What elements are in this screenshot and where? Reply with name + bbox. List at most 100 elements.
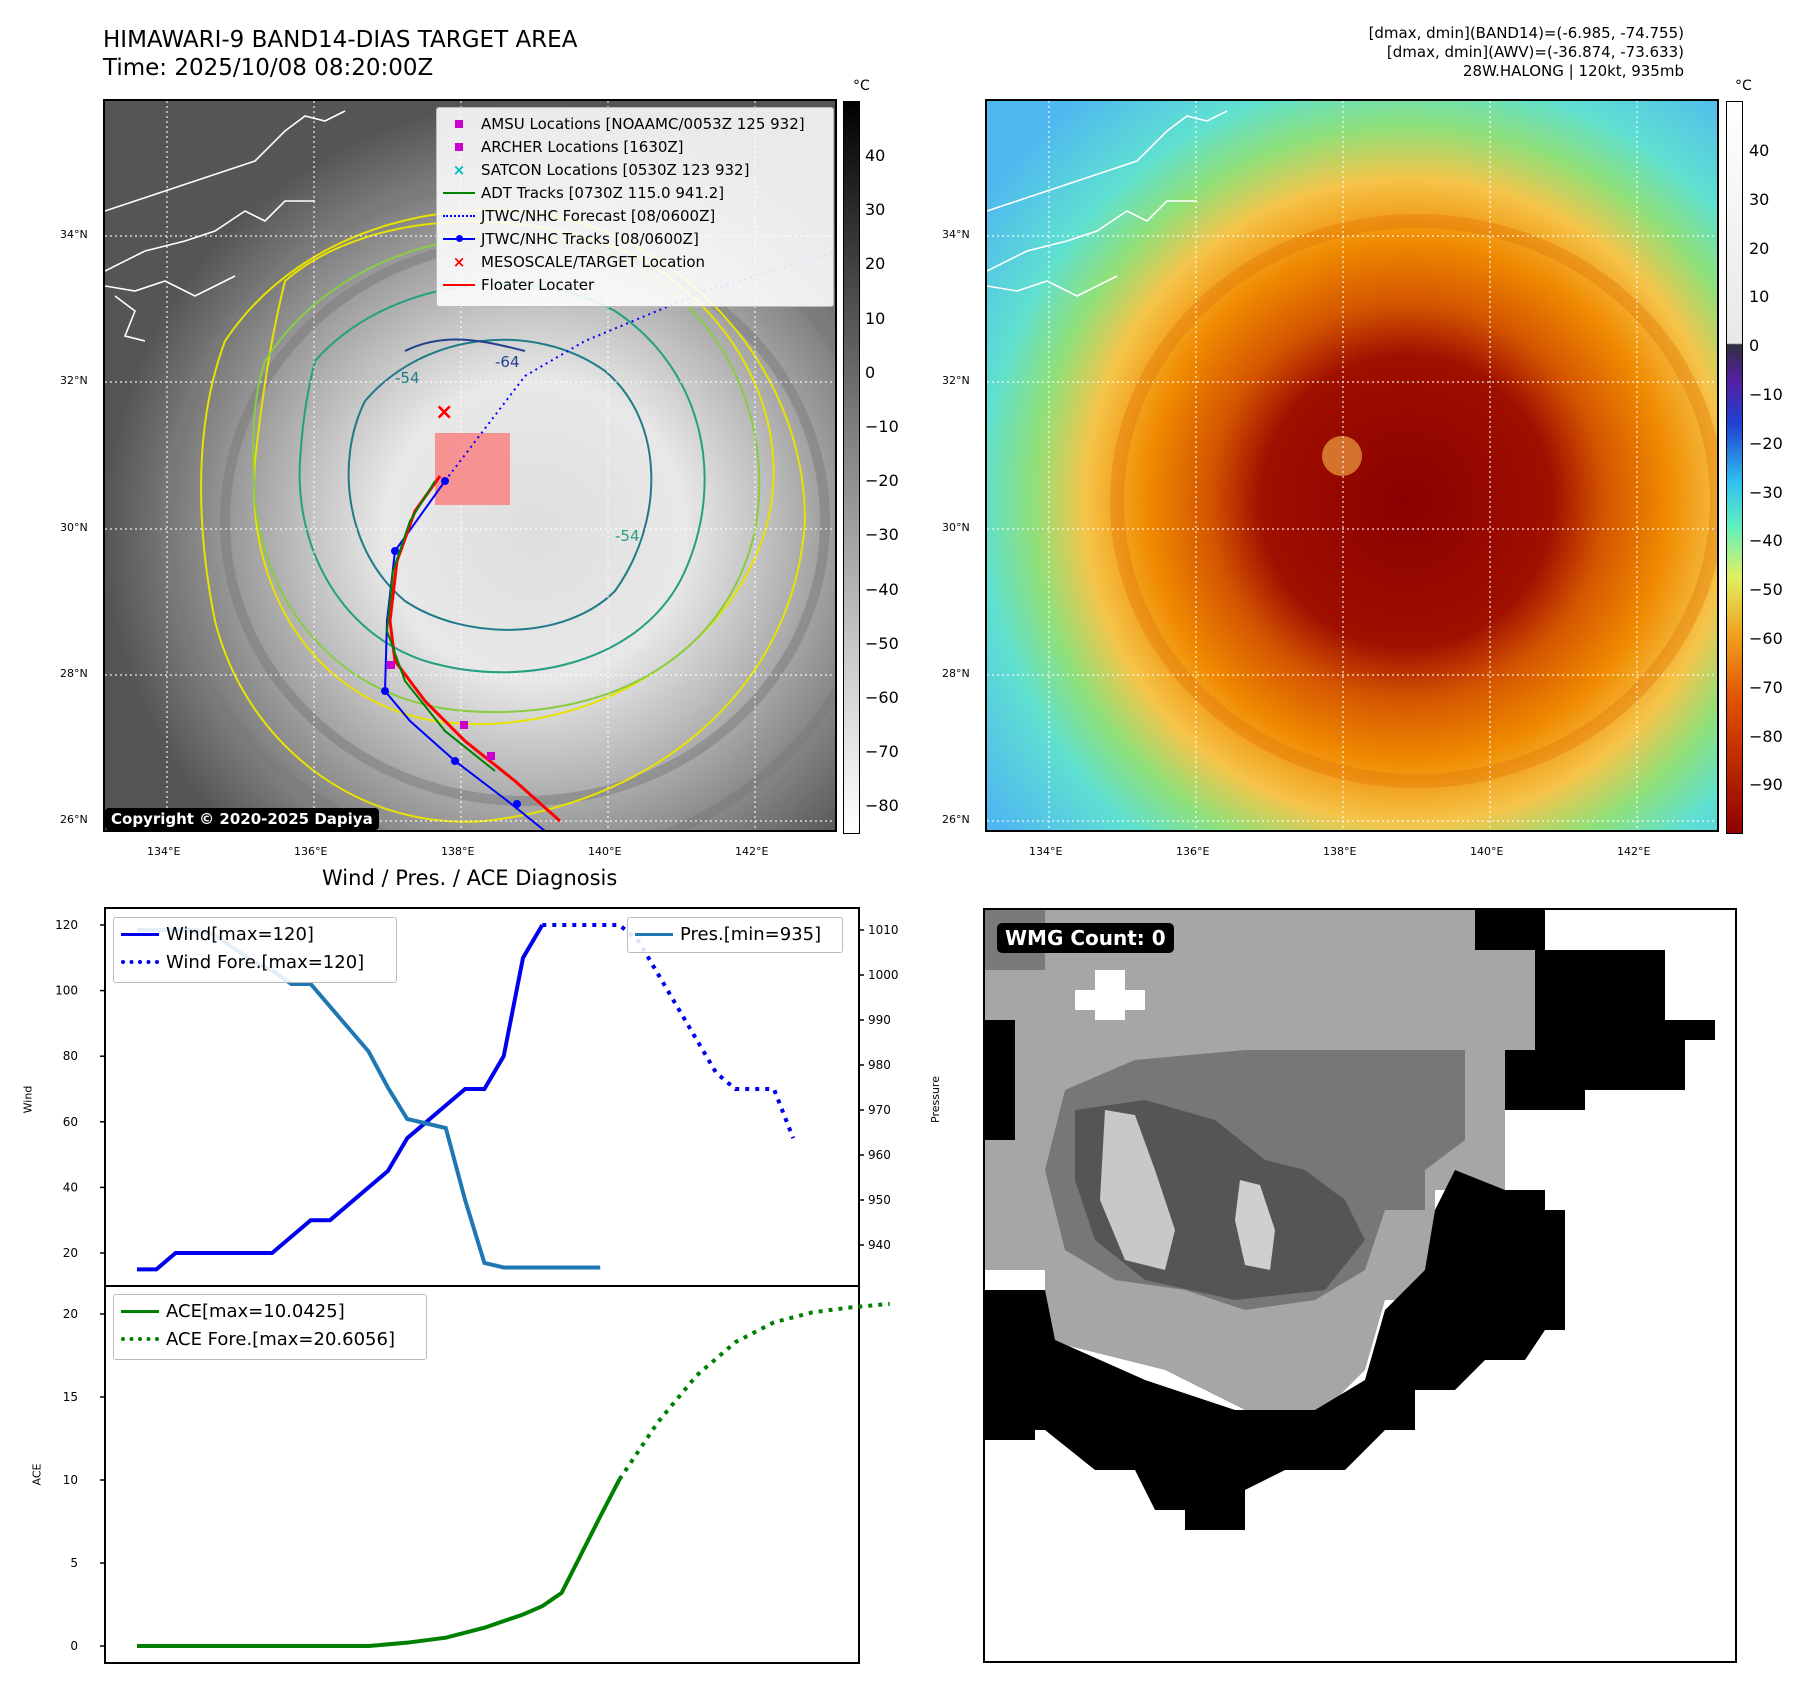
right-colorbar-tick: −80 (1749, 726, 1783, 746)
left-colorbar-tick: 20 (865, 254, 886, 274)
info-band14: [dmax, dmin](BAND14)=(-6.985, -74.755) (1368, 24, 1684, 42)
pressure-tick-label: 1000 (868, 968, 899, 982)
wind-forecast-line (542, 923, 796, 1139)
wind-tick-label: 100 (55, 984, 78, 998)
left-colorbar-tick: −60 (865, 688, 899, 707)
ace-forecast-line (617, 1301, 890, 1481)
ace-legend: ACE[max=10.0425] ACE Fore.[max=20.6056] (113, 1294, 427, 1360)
pressure-tick-label: 1010 (868, 923, 899, 937)
r-lon-label-134: 134°E (1029, 845, 1063, 858)
wmg-image (985, 910, 1715, 1530)
wind-ylabel: Wind (21, 1085, 35, 1114)
right-colorbar-tick: −60 (1749, 629, 1783, 648)
floater-box (435, 433, 510, 505)
contour-label-c: -54 (615, 527, 640, 545)
wind-tick-label: 120 (55, 918, 78, 932)
right-colorbar-unit: °C (1735, 78, 1752, 94)
legend-row-satcon: × SATCON Locations [0530Z 123 932] (452, 160, 750, 179)
info-storm: 28W.HALONG | 120kt, 935mb (1462, 62, 1684, 80)
r-lat-label-26: 26°N (942, 813, 970, 826)
left-colorbar-tick: −10 (865, 417, 899, 436)
r-lon-label-140: 140°E (1470, 845, 1504, 858)
jtwc-track (383, 480, 546, 830)
wmg-count-label: WMG Count: 0 (997, 923, 1174, 953)
ace-tick-label: 15 (63, 1390, 78, 1404)
wmg-panel: WMG Count: 0 (983, 908, 1737, 1663)
wind-legend: Wind[max=120] Wind Fore.[max=120] (113, 917, 397, 983)
wind-line (137, 923, 545, 1272)
r-lat-label-30: 30°N (942, 521, 970, 534)
right-map-panel (985, 99, 1719, 832)
legend-row-target: × MESOSCALE/TARGET Location (452, 252, 706, 271)
wind-tick-label: 40 (63, 1180, 78, 1194)
diagnosis-title: Wind / Pres. / ACE Diagnosis (322, 866, 618, 890)
lon-label-134: 134°E (147, 845, 181, 858)
wind-tick-label: 20 (63, 1246, 78, 1260)
left-colorbar-tick: −70 (865, 742, 899, 762)
legend-row-floater: Floater Locater (437, 273, 833, 296)
ace-tick-label: 20 (63, 1307, 78, 1321)
ace-tick-label: 0 (70, 1639, 78, 1653)
right-colorbar-tick: 10 (1749, 287, 1770, 307)
pressure-legend: Pres.[min=935] (627, 917, 843, 953)
lon-label-140: 140°E (588, 845, 622, 858)
legend-row-tracks: JTWC/NHC Tracks [08/0600Z] (437, 227, 833, 250)
figure-title: HIMAWARI-9 BAND14-DIAS TARGET AREA (103, 27, 578, 53)
left-map-legend: AMSU Locations [NOAAMC/0053Z 125 932] AR… (436, 107, 834, 307)
pressure-tick-label: 950 (868, 1193, 891, 1207)
r-lat-label-34: 34°N (942, 228, 970, 241)
right-colorbar-tick: −70 (1749, 677, 1783, 697)
ace-tick-label: 5 (70, 1556, 78, 1570)
right-colorbar-tick: −30 (1749, 482, 1783, 502)
contour-label-a: -54 (395, 369, 420, 387)
right-colorbar-tick: 0 (1749, 336, 1760, 356)
r-lat-label-32: 32°N (942, 374, 970, 387)
right-colorbar-tick: −50 (1749, 580, 1783, 600)
r-lon-label-138: 138°E (1323, 845, 1357, 858)
left-colorbar-tick: 30 (865, 200, 886, 220)
left-map-panel: × -54 -64 -54 AMSU Locations [NOAAMC/005… (103, 99, 837, 832)
pressure-tick-label: 960 (868, 1148, 891, 1162)
pressure-tick-label: 970 (868, 1103, 891, 1117)
figure-time: Time: 2025/10/08 08:20:00Z (103, 55, 434, 81)
right-colorbar-tick: −10 (1749, 385, 1783, 404)
r-lon-label-136: 136°E (1176, 845, 1210, 858)
left-colorbar-tick: −30 (865, 525, 899, 545)
r-lon-label-142: 142°E (1617, 845, 1651, 858)
legend-row-amsu: AMSU Locations [NOAAMC/0053Z 125 932] (437, 112, 833, 135)
left-colorbar-tick: 0 (865, 362, 876, 382)
left-colorbar-tick: −50 (865, 633, 899, 653)
lat-label-32: 32°N (60, 374, 88, 387)
lat-label-28: 28°N (60, 667, 88, 680)
info-awv: [dmax, dmin](AWV)=(-36.874, -73.633) (1386, 43, 1684, 61)
right-map-image (987, 101, 1717, 830)
left-colorbar-tick: 10 (865, 308, 886, 328)
lat-label-34: 34°N (60, 228, 88, 241)
copyright-notice: Copyright © 2020-2025 Dapiya (105, 808, 379, 830)
right-colorbar-tick: −40 (1749, 531, 1783, 551)
left-colorbar-tick: −20 (865, 471, 899, 491)
right-colorbar (1726, 101, 1743, 834)
ace-line (137, 1478, 622, 1648)
lat-label-26: 26°N (60, 813, 88, 826)
pressure-ylabel: Pressure (928, 1076, 942, 1123)
left-colorbar-tick: 40 (865, 146, 886, 165)
lon-label-138: 138°E (441, 845, 475, 858)
lon-label-142: 142°E (735, 845, 769, 858)
contour-label-b: -64 (495, 353, 520, 371)
target-location-marker: × (435, 400, 453, 425)
ace-panel-frame (104, 1285, 860, 1664)
right-colorbar-tick: −90 (1749, 775, 1783, 795)
ace-tick-label: 10 (63, 1473, 78, 1487)
lon-label-136: 136°E (294, 845, 328, 858)
pressure-tick-label: 990 (868, 1013, 891, 1027)
left-colorbar-tick: −80 (865, 796, 899, 816)
left-colorbar (843, 101, 860, 834)
legend-row-archer: ARCHER Locations [1630Z] (437, 135, 833, 158)
lat-label-30: 30°N (60, 521, 88, 534)
ace-ylabel: ACE (30, 1463, 44, 1486)
pressure-tick-label: 940 (868, 1238, 891, 1252)
right-colorbar-tick: 20 (1749, 238, 1770, 258)
wind-tick-label: 80 (63, 1049, 78, 1063)
adt-track (385, 480, 496, 772)
